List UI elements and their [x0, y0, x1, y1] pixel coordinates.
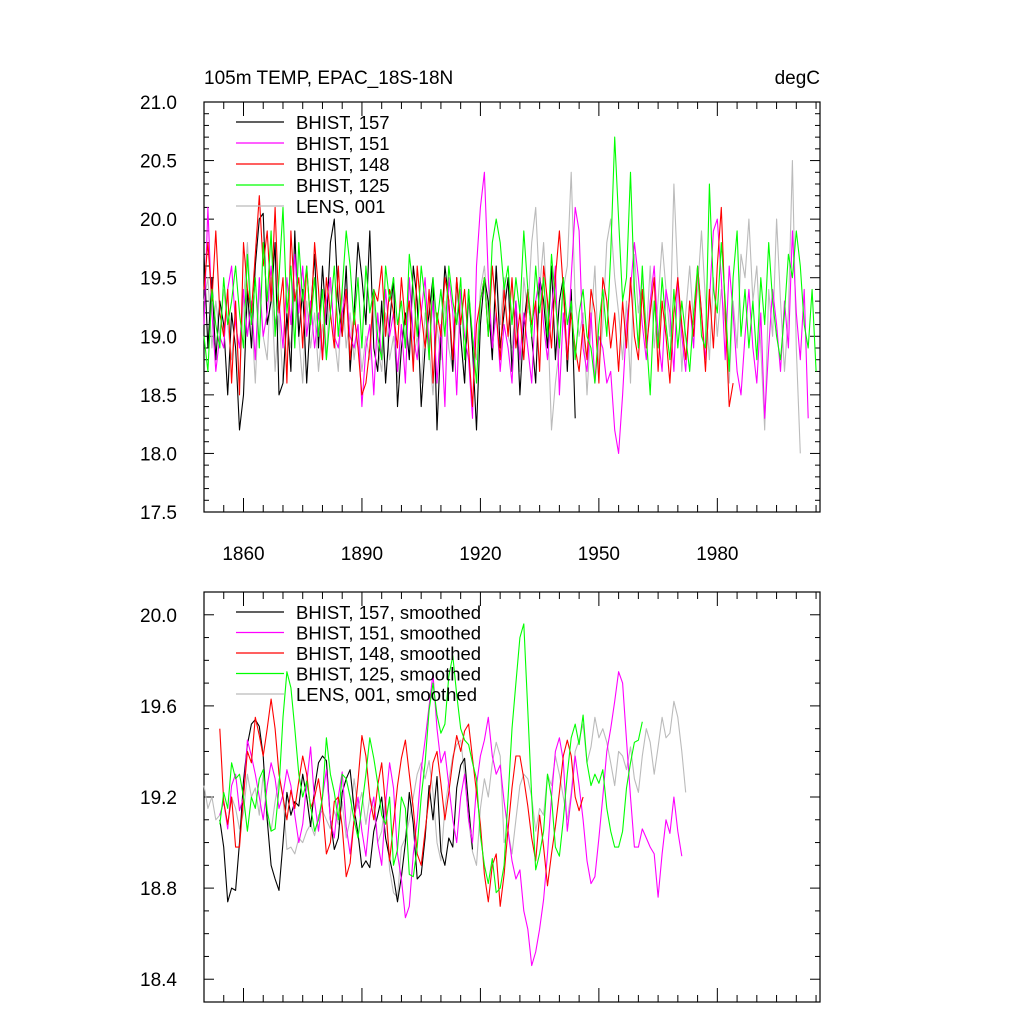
y-tick-label: 18.5	[140, 386, 177, 407]
x-tick-label: 1920	[459, 544, 501, 565]
legend-label: LENS, 001	[296, 196, 385, 217]
legend-label: LENS, 001, smoothed	[296, 684, 477, 705]
y-tick-label: 20.0	[140, 606, 177, 627]
top-plot-area: 1860 1890 1920 1950 1980 17.5 18.0 18.5 19.0 19.5…	[140, 93, 821, 565]
legend-label: BHIST, 151, smoothed	[296, 623, 481, 644]
legend-label: BHIST, 157, smoothed	[296, 602, 481, 623]
bottom-chart: 18.4 18.8 19.2 19.6 20.0 BHIST, 157, smoothed…	[140, 591, 821, 1003]
series-line-bhist-148-smoothed	[219, 698, 584, 907]
y-tick-label: 18.4	[140, 970, 177, 991]
bottom-plot-area: 18.4 18.8 19.2 19.6 20.0 BHIST, 157, smoothed…	[140, 591, 821, 1003]
y-tick-label: 20.5	[140, 152, 177, 173]
legend-label: BHIST, 151	[296, 133, 390, 154]
x-tick-label: 1890	[341, 544, 383, 565]
y-tick-label: 19.2	[140, 788, 177, 809]
series-line-bhist-157	[203, 212, 576, 431]
x-tick-label: 1950	[578, 544, 620, 565]
y-tick-label: 20.0	[140, 210, 177, 231]
top-chart-title: 105m TEMP, EPAC_18S-18N	[204, 68, 453, 89]
series-line-bhist-125	[203, 136, 817, 396]
series-line-lens-001-smoothed	[203, 700, 687, 898]
series-line-bhist-148	[203, 195, 734, 408]
legend-label: BHIST, 125	[296, 175, 390, 196]
series-line-bhist-125-smoothed	[219, 623, 643, 894]
y-tick-label: 21.0	[140, 93, 177, 114]
y-tick-label: 19.5	[140, 269, 177, 290]
top-chart: 105m TEMP, EPAC_18S-18N degC 1860 1890 192…	[140, 68, 821, 565]
legend-label: BHIST, 157	[296, 112, 390, 133]
series-line-bhist-151-smoothed	[219, 671, 683, 967]
plot-frame	[203, 101, 821, 513]
y-tick-label: 19.6	[140, 697, 177, 718]
y-tick-label: 18.8	[140, 879, 177, 900]
y-tick-label: 17.5	[140, 503, 177, 524]
x-tick-label: 1860	[222, 544, 264, 565]
legend-label: BHIST, 148	[296, 154, 390, 175]
series-line-lens-001	[203, 160, 801, 454]
top-chart-units: degC	[775, 68, 820, 89]
x-tick-label: 1980	[696, 544, 738, 565]
y-tick-label: 19.0	[140, 327, 177, 348]
legend-label: BHIST, 148, smoothed	[296, 643, 481, 664]
legend-label: BHIST, 125, smoothed	[296, 664, 481, 685]
y-tick-label: 18.0	[140, 444, 177, 465]
